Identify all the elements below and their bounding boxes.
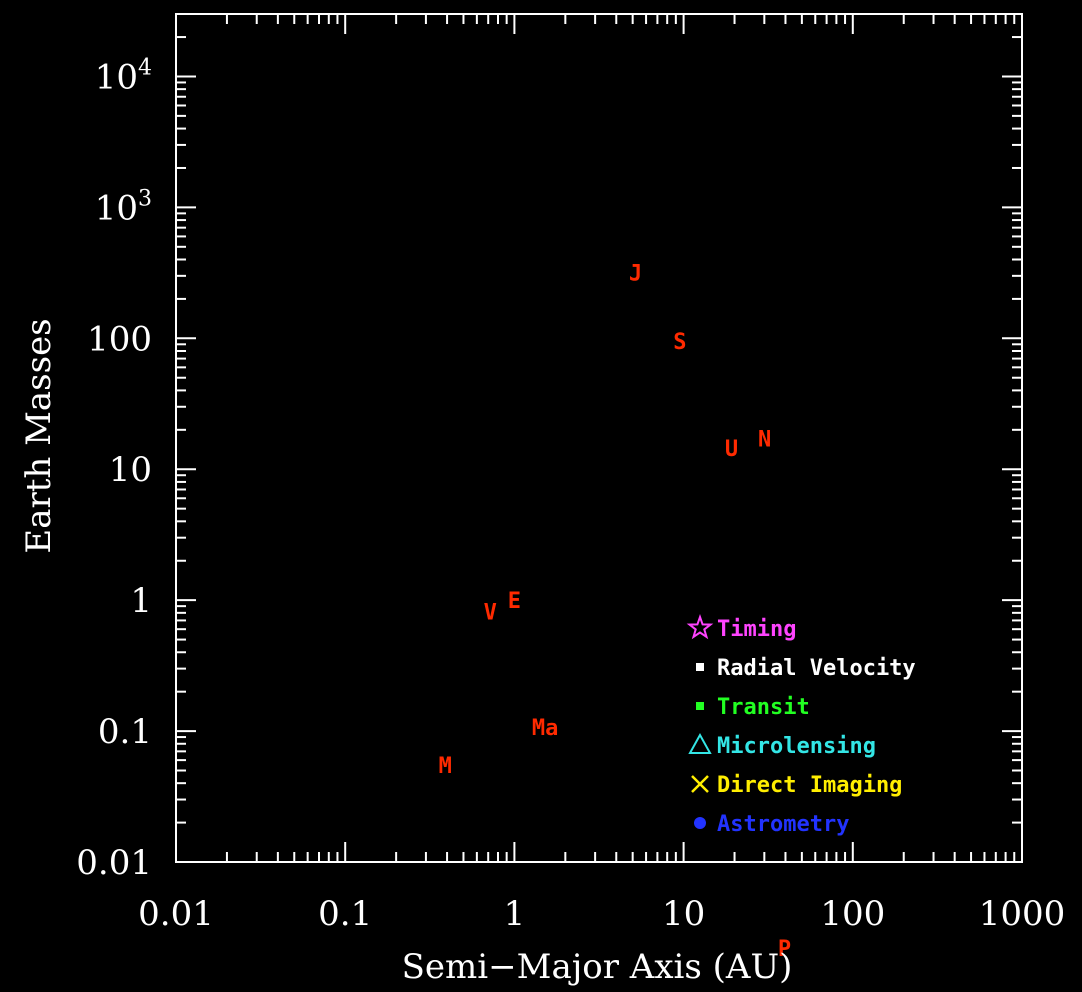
legend-entry: Radial Velocity bbox=[696, 656, 916, 681]
legend-marker-star bbox=[686, 613, 714, 640]
legend-marker-square bbox=[696, 663, 704, 671]
x-tick-labels: 0.01 0.1 1 10 100 1000 bbox=[138, 894, 1065, 934]
legend: Timing Radial Velocity Transit Microlensing… bbox=[686, 613, 916, 837]
y-tick-label: 1 bbox=[130, 581, 152, 621]
solar-system-planets: M V E Ma J S U N P bbox=[439, 262, 792, 963]
legend-label: Direct Imaging bbox=[717, 773, 902, 798]
y-tick-label: 0.01 bbox=[76, 843, 152, 883]
legend-entry: Transit bbox=[696, 695, 810, 720]
planet-label: M bbox=[439, 754, 452, 779]
y-tick-label-base: 100 bbox=[87, 319, 152, 359]
y-tick-label: 104 bbox=[95, 55, 152, 97]
legend-label: Radial Velocity bbox=[717, 656, 916, 681]
planet-label: P bbox=[778, 937, 791, 962]
planet-label: V bbox=[484, 600, 497, 625]
y-tick-label-base: 1 bbox=[130, 581, 152, 621]
legend-marker-cross bbox=[691, 775, 709, 793]
legend-label: Astrometry bbox=[717, 812, 849, 837]
planet-label: E bbox=[508, 589, 521, 614]
planet-label: N bbox=[758, 428, 771, 453]
legend-label: Transit bbox=[717, 695, 810, 720]
legend-entry: Timing bbox=[686, 613, 796, 642]
legend-marker-square bbox=[696, 702, 704, 710]
y-tick-label: 103 bbox=[95, 186, 152, 228]
legend-label: Timing bbox=[717, 617, 796, 642]
y-tick-label: 100 bbox=[87, 319, 152, 359]
planet-label: J bbox=[629, 262, 642, 287]
x-tick-label: 0.1 bbox=[318, 894, 372, 934]
x-tick-label: 1000 bbox=[979, 894, 1066, 934]
y-tick-label-base: 10 bbox=[95, 188, 138, 228]
legend-entry: Microlensing bbox=[688, 732, 876, 759]
legend-marker-triangle bbox=[688, 732, 712, 754]
legend-entry: Astrometry bbox=[694, 812, 849, 837]
planet-label: Ma bbox=[532, 716, 559, 741]
x-tick-label: 100 bbox=[820, 894, 885, 934]
y-tick-label-exponent: 4 bbox=[138, 55, 152, 80]
y-tick-label: 10 bbox=[109, 450, 152, 490]
y-tick-label: 0.1 bbox=[98, 712, 152, 752]
y-tick-label-base: 10 bbox=[95, 57, 138, 97]
legend-marker-circle bbox=[694, 817, 706, 829]
x-tick-label: 10 bbox=[662, 894, 705, 934]
x-tick-label: 0.01 bbox=[138, 894, 214, 934]
legend-label: Microlensing bbox=[717, 734, 876, 759]
planet-label: S bbox=[673, 330, 686, 355]
y-tick-label-base: 0.1 bbox=[98, 712, 152, 752]
y-axis-title: Earth Masses bbox=[19, 318, 59, 553]
y-tick-label-exponent: 3 bbox=[138, 186, 152, 211]
x-tick-label: 1 bbox=[504, 894, 526, 934]
x-axis-title: Semi−Major Axis (AU) bbox=[402, 947, 793, 987]
plot-frame bbox=[175, 13, 1023, 863]
y-tick-label-base: 10 bbox=[109, 450, 152, 490]
legend-entry: Direct Imaging bbox=[691, 773, 902, 798]
axis-ticks bbox=[175, 13, 1023, 863]
y-tick-label-base: 0.01 bbox=[76, 843, 152, 883]
planet-label: U bbox=[725, 437, 738, 462]
